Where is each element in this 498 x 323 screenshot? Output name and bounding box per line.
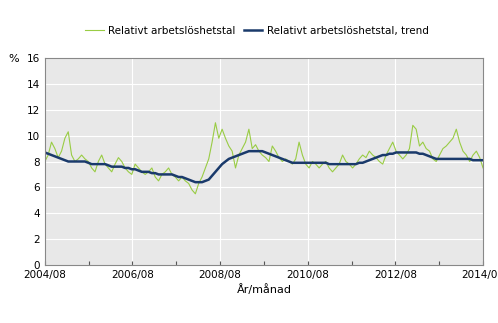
Relativt arbetslöshetstal, trend <box>246 149 252 153</box>
Line: Relativt arbetslöshetstal: Relativt arbetslöshetstal <box>45 123 483 194</box>
Relativt arbetslöshetstal, trend <box>79 160 85 163</box>
Relativt arbetslöshetstal <box>400 157 406 161</box>
Relativt arbetslöshetstal <box>213 121 219 125</box>
Relativt arbetslöshetstal <box>192 192 198 196</box>
Legend: Relativt arbetslöshetstal, Relativt arbetslöshetstal, trend: Relativt arbetslöshetstal, Relativt arbe… <box>85 26 428 36</box>
Relativt arbetslöshetstal <box>480 166 486 170</box>
Relativt arbetslöshetstal, trend <box>192 180 198 184</box>
Relativt arbetslöshetstal, trend <box>189 179 195 183</box>
Relativt arbetslöshetstal <box>189 188 195 192</box>
Relativt arbetslöshetstal, trend <box>400 151 406 154</box>
Relativt arbetslöshetstal, trend <box>42 151 48 154</box>
Relativt arbetslöshetstal <box>79 153 85 157</box>
Y-axis label: %: % <box>9 54 19 64</box>
Relativt arbetslöshetstal <box>403 153 409 157</box>
Relativt arbetslöshetstal <box>95 160 101 163</box>
Relativt arbetslöshetstal <box>176 179 182 183</box>
X-axis label: År/månad: År/månad <box>237 284 291 295</box>
Relativt arbetslöshetstal, trend <box>95 162 101 166</box>
Line: Relativt arbetslöshetstal, trend: Relativt arbetslöshetstal, trend <box>45 151 483 182</box>
Relativt arbetslöshetstal, trend <box>480 158 486 162</box>
Relativt arbetslöshetstal <box>42 160 48 163</box>
Relativt arbetslöshetstal, trend <box>176 175 182 179</box>
Relativt arbetslöshetstal, trend <box>403 151 409 154</box>
